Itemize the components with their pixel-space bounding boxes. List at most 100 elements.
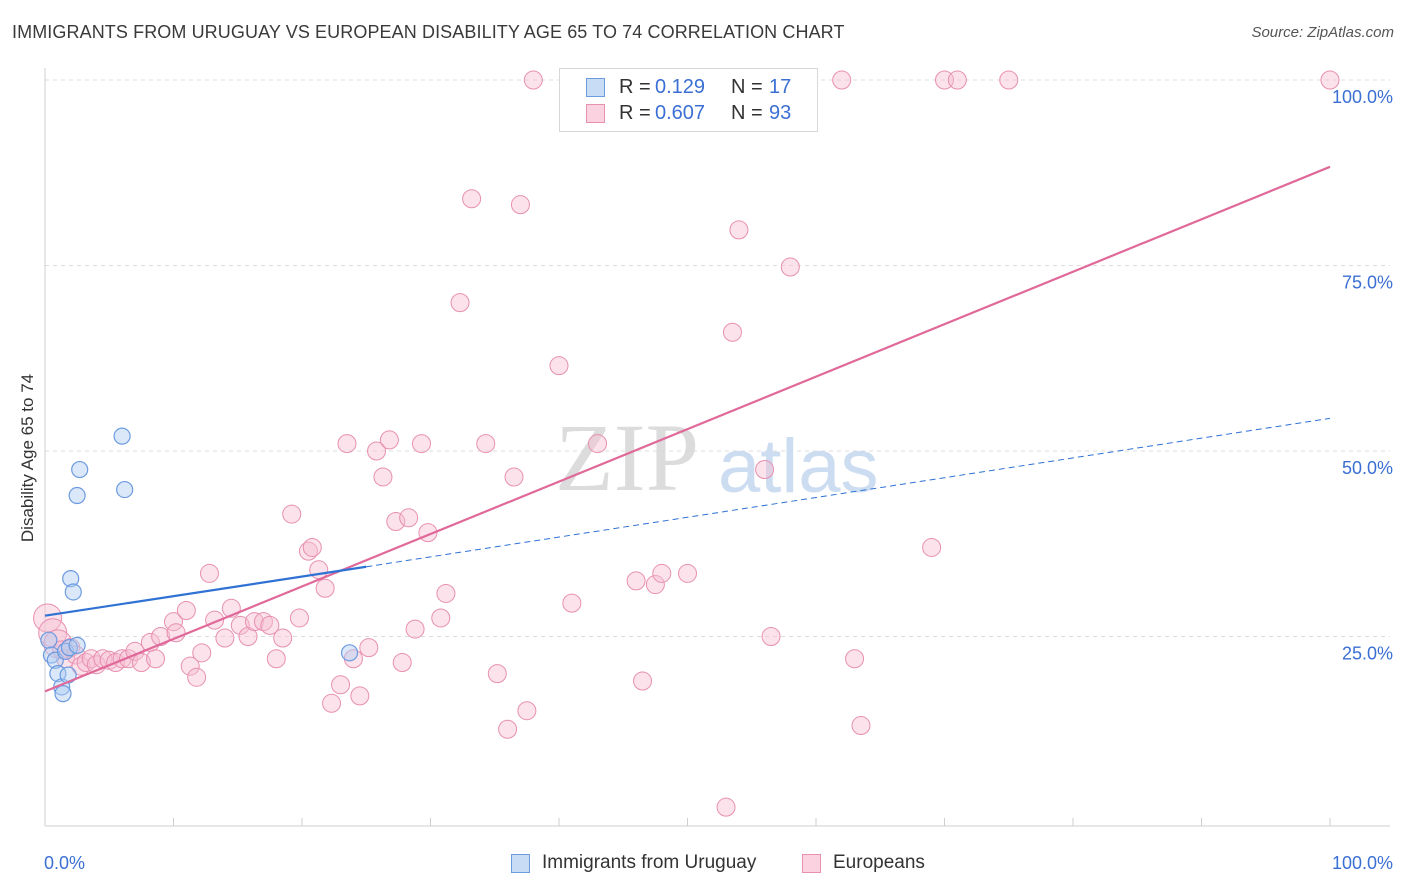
europeans-point <box>282 504 302 524</box>
uruguay-trend-line <box>44 565 367 617</box>
europeans-point <box>652 563 672 583</box>
legend-item-uruguay: Immigrants from Uruguay <box>511 852 756 874</box>
europeans-point <box>337 434 357 454</box>
europeans-point <box>1320 70 1340 90</box>
europeans-point <box>780 257 800 277</box>
europeans-point <box>436 583 456 603</box>
legend-r-label: R = <box>619 101 651 124</box>
chart-title: IMMIGRANTS FROM URUGUAY VS EUROPEAN DISA… <box>12 22 845 42</box>
legend-row-uruguay: R = 0.129 N = 17 <box>586 75 791 99</box>
y-tick-label: 50.0% <box>1342 458 1393 478</box>
europeans-point <box>845 649 865 669</box>
watermark-zip: ZIP <box>555 404 699 511</box>
y-tick-label: 75.0% <box>1342 273 1393 293</box>
uruguay-point <box>40 631 58 649</box>
axes <box>44 68 1390 827</box>
europeans-point <box>498 719 518 739</box>
legend-swatch-uruguay <box>511 853 530 873</box>
europeans-point <box>678 563 697 583</box>
legend-item-europeans: Europeans <box>802 852 925 874</box>
uruguay-point <box>54 685 72 703</box>
legend-row-europeans: R = 0.607 N = 93 <box>586 101 791 125</box>
europeans-point <box>176 601 196 621</box>
europeans-point <box>187 667 207 687</box>
uruguay-point <box>340 644 359 662</box>
europeans-point <box>151 627 171 646</box>
legend-label-uruguay: Immigrants from Uruguay <box>542 852 757 873</box>
grid-lines <box>45 79 1390 637</box>
europeans-point <box>729 220 749 240</box>
uruguay-point <box>64 583 82 601</box>
europeans-point <box>922 537 942 557</box>
europeans-point <box>331 675 351 695</box>
legend-n-label: N = <box>731 101 763 124</box>
europeans-point <box>266 649 286 669</box>
europeans-point <box>367 441 387 461</box>
europeans-point <box>322 693 342 713</box>
europeans-point <box>315 578 335 598</box>
correlation-legend: R = 0.129 N = 17 R = 0.607 N = 93 <box>559 68 818 132</box>
y-tick-label: 100.0% <box>1332 87 1393 107</box>
legend-n-label: N = <box>731 75 763 98</box>
legend-r-value: 0.607 <box>655 101 706 124</box>
europeans-point <box>431 608 451 628</box>
legend-n-value: 17 <box>769 75 792 98</box>
europeans-point <box>549 356 569 376</box>
legend-swatch-europeans <box>802 853 821 873</box>
europeans-point <box>947 70 967 90</box>
europeans-point <box>298 541 318 561</box>
europeans-point <box>462 189 482 209</box>
europeans-point <box>832 70 852 90</box>
series-legend: Immigrants from Uruguay Europeans <box>0 852 1406 878</box>
y-axis-label: Disability Age 65 to 74 <box>18 373 37 543</box>
europeans-point <box>71 656 91 676</box>
europeans-point <box>359 638 379 658</box>
uruguay-point <box>68 486 86 505</box>
source-label: Source: ZipAtlas.com <box>1251 24 1394 41</box>
x-tick-label: 100.0% <box>1332 853 1393 873</box>
uruguay-point <box>71 460 89 479</box>
europeans-point <box>302 537 322 557</box>
watermark-atlas: atlas <box>718 424 879 509</box>
europeans-point <box>373 467 393 487</box>
europeans-point <box>386 511 406 531</box>
europeans-point <box>180 656 200 676</box>
europeans-trend-line <box>44 165 1331 693</box>
europeans-point <box>379 430 399 450</box>
x-tick-label: 0.0% <box>44 853 85 873</box>
europeans-point <box>253 612 273 632</box>
europeans-point <box>523 70 543 90</box>
uruguay-point <box>68 636 86 655</box>
y-tick-label: 25.0% <box>1342 644 1393 664</box>
europeans-point <box>450 293 470 313</box>
uruguay-point <box>62 570 80 588</box>
europeans-point <box>851 716 871 736</box>
europeans-point <box>230 615 250 635</box>
watermark: ZIP atlas <box>555 404 879 511</box>
europeans-point <box>755 460 775 480</box>
europeans-point <box>131 652 151 672</box>
europeans-point <box>192 643 212 663</box>
europeans-point <box>199 563 219 583</box>
europeans-point <box>350 686 370 706</box>
europeans-point <box>633 671 653 691</box>
europeans-point <box>588 434 608 454</box>
legend-label-europeans: Europeans <box>833 852 925 873</box>
europeans-point <box>273 628 293 648</box>
europeans-point <box>476 434 496 454</box>
europeans-point <box>260 615 280 635</box>
europeans-point <box>504 467 524 487</box>
europeans-point <box>392 652 412 672</box>
europeans-point <box>119 649 139 669</box>
europeans-point <box>146 649 166 669</box>
legend-swatch-uruguay <box>586 77 605 97</box>
europeans-point <box>164 612 183 632</box>
uruguay-trend-extension <box>366 417 1331 568</box>
legend-r-label: R = <box>619 75 651 98</box>
europeans-point <box>517 701 537 721</box>
trend-lines <box>44 165 1331 693</box>
uruguay-point <box>113 427 131 445</box>
europeans-point <box>999 70 1019 90</box>
europeans-point <box>412 434 432 454</box>
tick-labels: 25.0% 50.0% 75.0% 100.0% 0.0% 100.0% <box>44 87 1393 873</box>
